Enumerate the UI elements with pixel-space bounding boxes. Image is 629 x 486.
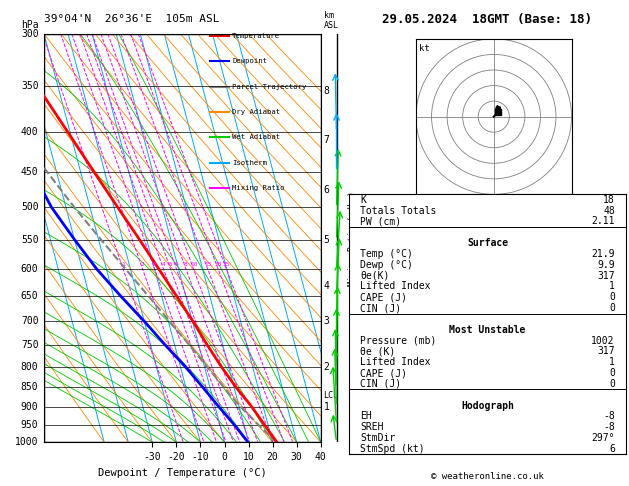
Text: 700: 700 [21,316,38,326]
Text: CIN (J): CIN (J) [360,379,401,389]
Text: 29.05.2024  18GMT (Base: 18): 29.05.2024 18GMT (Base: 18) [382,13,593,26]
Text: 0: 0 [609,303,615,313]
Text: Surface: Surface [467,238,508,248]
Text: CAPE (J): CAPE (J) [360,368,407,378]
Text: 1: 1 [609,357,615,367]
Text: θe (K): θe (K) [360,347,396,357]
Text: EH: EH [360,412,372,421]
Text: θe(K): θe(K) [360,271,389,280]
Text: Temp (°C): Temp (°C) [360,249,413,259]
Text: 350: 350 [21,81,38,91]
Text: 800: 800 [21,362,38,372]
Text: 48: 48 [603,206,615,216]
Text: 9.9: 9.9 [597,260,615,270]
Text: Dry Adiabat: Dry Adiabat [232,109,281,115]
Text: 20: 20 [214,262,222,267]
Text: 21.9: 21.9 [591,249,615,259]
Text: 1: 1 [609,281,615,292]
Text: Mixing Ratio: Mixing Ratio [232,185,285,191]
Text: 4: 4 [162,262,165,267]
Text: StmSpd (kt): StmSpd (kt) [360,444,425,454]
Text: K: K [360,195,366,205]
Text: 3: 3 [323,316,330,326]
Text: 297°: 297° [591,433,615,443]
Text: 4: 4 [323,280,330,291]
Text: 317: 317 [597,271,615,280]
Text: 5: 5 [169,262,172,267]
Text: kt: kt [419,44,430,52]
Text: 750: 750 [21,340,38,350]
Text: Wet Adiabat: Wet Adiabat [232,134,281,140]
Text: CIN (J): CIN (J) [360,303,401,313]
Text: 2: 2 [323,362,330,372]
Text: StmDir: StmDir [360,433,396,443]
Text: Hodograph: Hodograph [461,400,514,411]
Text: Totals Totals: Totals Totals [360,206,437,216]
Text: 25: 25 [223,262,230,267]
Text: SREH: SREH [360,422,384,433]
Text: 39°04'N  26°36'E  105m ASL: 39°04'N 26°36'E 105m ASL [44,14,220,24]
Text: 900: 900 [21,401,38,412]
Text: km
ASL: km ASL [323,11,338,30]
Text: 1002: 1002 [591,336,615,346]
Text: Most Unstable: Most Unstable [449,325,526,335]
Text: 500: 500 [21,202,38,212]
Text: 1: 1 [323,401,330,412]
Text: 600: 600 [21,264,38,274]
Text: Lifted Index: Lifted Index [360,357,431,367]
Text: 400: 400 [21,126,38,137]
Text: Mixing Ratio (g/kg): Mixing Ratio (g/kg) [348,191,357,286]
Text: 3: 3 [153,262,157,267]
Text: Parcel Trajectory: Parcel Trajectory [232,84,306,90]
Text: LCL: LCL [323,391,338,399]
Text: Dewpoint: Dewpoint [232,58,267,64]
Text: 8: 8 [323,86,330,96]
Text: Temperature: Temperature [232,33,281,39]
Text: -8: -8 [603,412,615,421]
Text: PW (cm): PW (cm) [360,216,401,226]
Text: 2.11: 2.11 [591,216,615,226]
Text: 0: 0 [609,292,615,302]
Text: 550: 550 [21,235,38,244]
Text: 7: 7 [323,135,330,145]
Text: 10: 10 [190,262,198,267]
Text: 317: 317 [597,347,615,357]
Text: 0: 0 [609,379,615,389]
Text: 0: 0 [609,368,615,378]
Text: Isotherm: Isotherm [232,159,267,166]
Text: 950: 950 [21,420,38,430]
Text: 1000: 1000 [15,437,38,447]
Text: hPa: hPa [21,20,38,30]
Text: 300: 300 [21,29,38,39]
Text: 2: 2 [141,262,145,267]
Text: 650: 650 [21,291,38,301]
Text: Lifted Index: Lifted Index [360,281,431,292]
Text: 6: 6 [323,185,330,195]
Text: 8: 8 [184,262,188,267]
Text: Pressure (mb): Pressure (mb) [360,336,437,346]
Text: 450: 450 [21,167,38,176]
Text: 850: 850 [21,382,38,392]
Text: 15: 15 [204,262,211,267]
Text: Dewp (°C): Dewp (°C) [360,260,413,270]
Text: 6: 6 [175,262,179,267]
Text: 5: 5 [323,235,330,244]
X-axis label: Dewpoint / Temperature (°C): Dewpoint / Temperature (°C) [98,468,267,478]
Text: © weatheronline.co.uk: © weatheronline.co.uk [431,472,544,481]
Text: 18: 18 [603,195,615,205]
Text: CAPE (J): CAPE (J) [360,292,407,302]
Text: -8: -8 [603,422,615,433]
Text: 6: 6 [609,444,615,454]
Text: 1: 1 [121,262,125,267]
